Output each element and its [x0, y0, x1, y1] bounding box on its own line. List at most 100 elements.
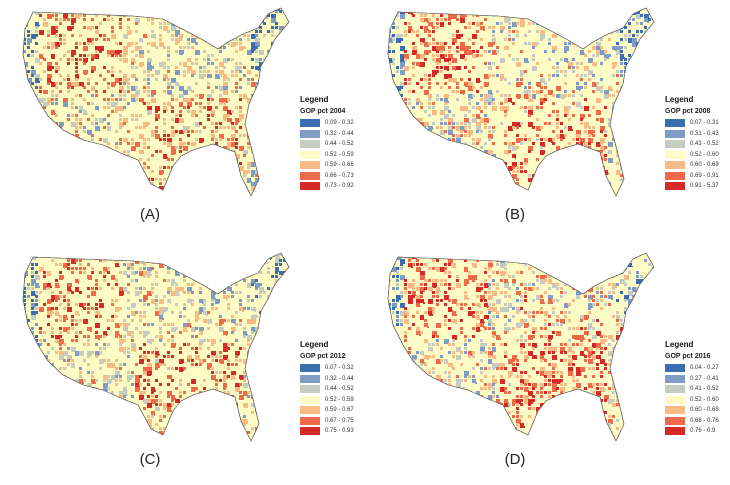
county: [508, 34, 511, 37]
county: [259, 178, 262, 181]
county: [79, 198, 82, 200]
county: [79, 126, 82, 129]
county: [47, 367, 50, 370]
county: [23, 130, 24, 135]
county: [119, 355, 122, 358]
county: [263, 146, 266, 149]
county: [652, 166, 654, 169]
county: [127, 86, 130, 89]
county: [107, 363, 112, 368]
county: [512, 14, 515, 17]
county: [600, 26, 603, 29]
county: [163, 130, 166, 133]
county: [255, 94, 260, 99]
county: [199, 359, 204, 364]
county: [111, 194, 114, 196]
county: [99, 174, 102, 177]
county: [99, 8, 102, 9]
county: [59, 335, 62, 338]
county: [480, 142, 483, 145]
county: [584, 26, 589, 31]
county: [476, 50, 479, 53]
county: [616, 22, 621, 27]
county: [588, 194, 591, 196]
county: [604, 190, 607, 193]
county: [203, 307, 206, 310]
county: [448, 14, 453, 19]
county: [43, 94, 48, 99]
county: [275, 98, 280, 103]
county: [107, 126, 112, 131]
county: [231, 291, 234, 294]
county: [247, 142, 250, 145]
county: [464, 50, 469, 55]
county: [139, 46, 142, 49]
county: [59, 138, 64, 143]
county: [187, 46, 190, 49]
county: [15, 335, 20, 340]
county: [596, 198, 599, 200]
county: [35, 339, 38, 342]
county: [227, 194, 230, 196]
county: [151, 253, 154, 254]
county: [235, 114, 238, 117]
county: [512, 30, 515, 33]
county: [51, 110, 56, 115]
legend-item: 0.44 - 0.52: [300, 139, 365, 150]
county: [223, 271, 226, 274]
county: [544, 138, 547, 141]
county: [448, 50, 451, 53]
county: [656, 22, 659, 25]
county: [143, 311, 146, 314]
county: [83, 58, 88, 63]
county: [15, 146, 18, 149]
county: [283, 327, 286, 330]
county: [227, 114, 230, 117]
county: [23, 122, 24, 127]
county: [496, 86, 499, 89]
county: [652, 94, 654, 97]
county: [15, 186, 18, 189]
county: [55, 311, 60, 316]
county: [143, 138, 146, 141]
county: [127, 255, 130, 258]
county: [227, 138, 230, 141]
county: [43, 102, 48, 107]
county: [123, 283, 126, 286]
county: [75, 62, 78, 65]
county: [103, 106, 106, 109]
county: [512, 22, 517, 27]
county: [199, 347, 202, 350]
county: [464, 142, 467, 145]
county: [472, 94, 475, 97]
county: [267, 10, 270, 13]
county: [27, 130, 30, 133]
county: [223, 186, 226, 189]
county: [600, 186, 603, 189]
county: [123, 190, 126, 193]
county: [636, 158, 639, 161]
county: [31, 307, 34, 310]
county: [223, 198, 226, 200]
county: [588, 78, 591, 81]
county: [207, 319, 212, 324]
county: [107, 10, 110, 13]
county: [636, 30, 639, 33]
county: [480, 182, 483, 185]
county: [456, 26, 459, 29]
county: [67, 110, 70, 113]
county: [143, 331, 148, 336]
county: [384, 170, 387, 173]
county: [31, 158, 34, 161]
county: [287, 335, 289, 340]
county: [35, 335, 38, 338]
county: [239, 46, 244, 51]
county: [123, 295, 126, 298]
county: [460, 46, 465, 51]
county: [135, 311, 138, 314]
county: [99, 359, 104, 364]
county: [640, 102, 645, 107]
county: [27, 14, 30, 17]
county: [388, 86, 391, 89]
county: [55, 54, 60, 59]
